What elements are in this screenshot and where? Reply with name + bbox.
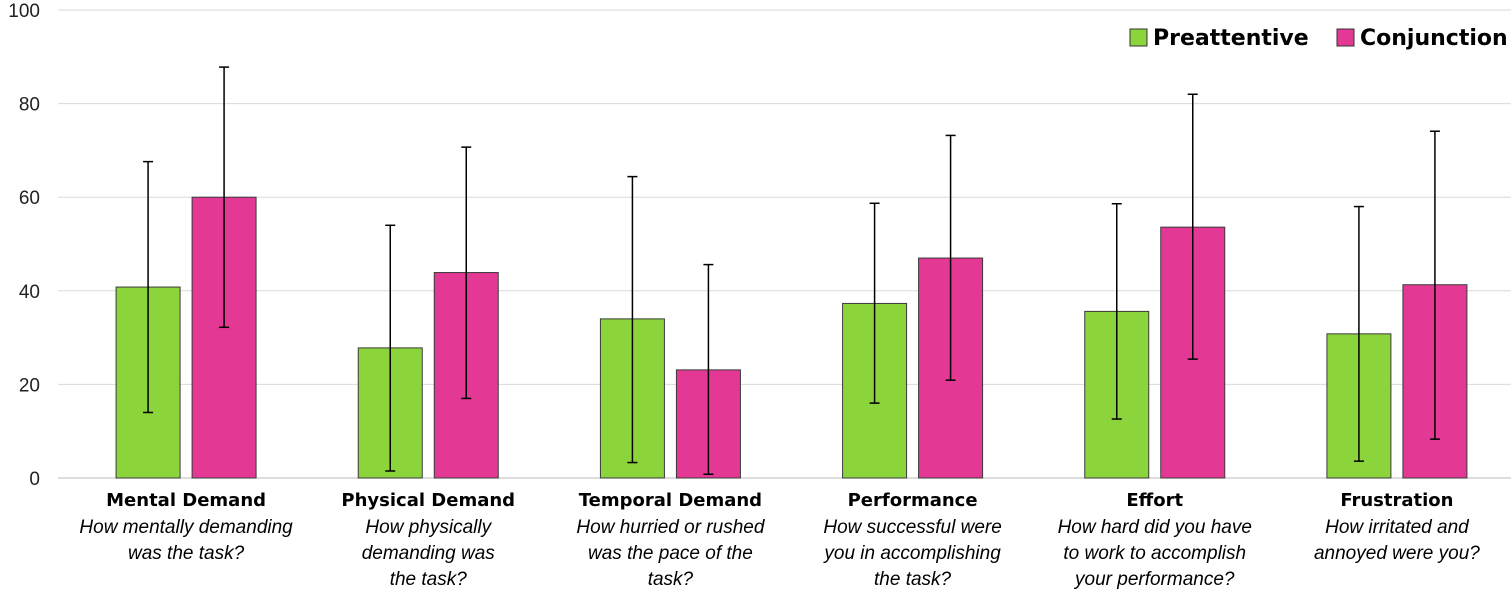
bars <box>115 196 1468 479</box>
category-title: Effort <box>1126 490 1183 511</box>
category-description-line: How irritated and <box>1325 517 1470 538</box>
y-axis-ticks: 0 20 40 60 80 100 <box>8 1 40 490</box>
y-tick-label: 80 <box>19 95 40 116</box>
category-description-line: How successful were <box>823 517 1001 538</box>
error-bars <box>143 66 1440 476</box>
category-description-line: demanding was <box>362 543 496 564</box>
category-title: Performance <box>848 490 978 511</box>
category-title: Temporal Demand <box>579 490 762 511</box>
category-description-line: was the task? <box>128 543 245 564</box>
category-title: Mental Demand <box>106 490 266 511</box>
category-description-line: How hurried or rushed <box>576 517 765 538</box>
category-description-line: How mentally demanding <box>79 517 293 538</box>
x-axis-labels: Mental Demand How mentally demanding was t… <box>79 490 1480 590</box>
gridlines <box>58 9 1511 479</box>
legend-swatch-preattentive <box>1129 28 1148 47</box>
y-tick-label: 60 <box>19 188 40 209</box>
category-description-line: annoyed were you? <box>1314 543 1480 564</box>
legend-swatch-conjunction <box>1336 28 1355 47</box>
category-title: Physical Demand <box>341 490 515 511</box>
category-description-line: you in accomplishing <box>822 543 1001 564</box>
y-tick-label: 40 <box>19 282 40 303</box>
legend-label-conjunction: Conjunction <box>1360 26 1508 51</box>
category-description-line: the task? <box>390 569 468 590</box>
legend: Preattentive Conjunction <box>1129 26 1508 51</box>
legend-label-preattentive: Preattentive <box>1153 26 1309 51</box>
category-description-line: How hard did you have <box>1058 517 1252 538</box>
category-description-line: your performance? <box>1073 569 1235 590</box>
y-tick-label: 0 <box>29 469 40 490</box>
category-description-line: How physically <box>365 517 492 538</box>
y-tick-label: 20 <box>19 375 40 396</box>
y-tick-label: 100 <box>8 1 40 22</box>
category-description-line: the task? <box>874 569 952 590</box>
category-description-line: task? <box>648 569 694 590</box>
category-description-line: to work to accomplish <box>1063 543 1246 564</box>
category-title: Frustration <box>1340 490 1453 511</box>
category-description-line: was the pace of the <box>588 543 753 564</box>
